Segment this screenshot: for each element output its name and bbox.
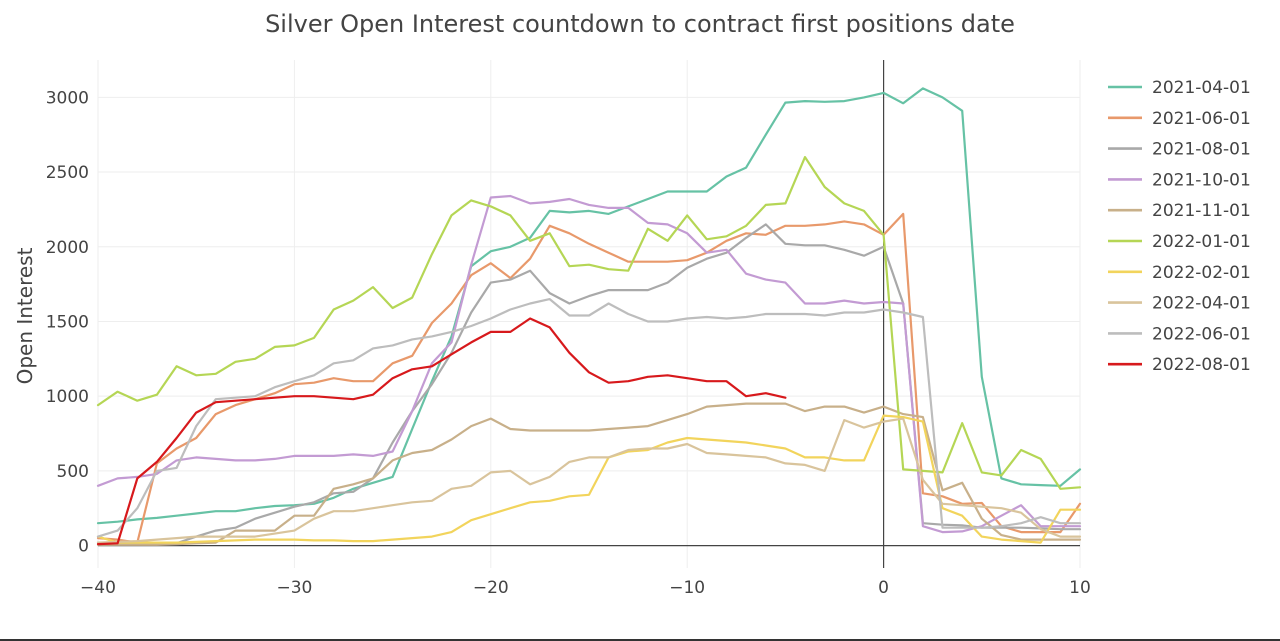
legend-label: 2022-04-01 xyxy=(1152,294,1251,314)
series-line-2022-06-01 xyxy=(96,298,1082,538)
y-axis-label: Open Interest xyxy=(13,247,37,384)
x-tick-label: 0 xyxy=(878,578,889,598)
y-tick-label: 2500 xyxy=(46,163,89,183)
legend[interactable]: 2021-04-01 2021-06-01 2021-08-01 2021-10-01… xyxy=(1108,78,1251,375)
series-line-2021-04-01 xyxy=(96,87,1082,525)
series-line-2022-02-01 xyxy=(96,414,1082,544)
series-line-2022-08-01 xyxy=(96,317,787,546)
y-tick-label: 1000 xyxy=(46,387,89,407)
y-tick-label: 2000 xyxy=(46,238,89,258)
bottom-border xyxy=(0,639,1280,641)
y-tick-label: 500 xyxy=(57,462,89,482)
legend-label: 2021-04-01 xyxy=(1152,78,1251,98)
y-tick-label: 0 xyxy=(78,537,89,557)
legend-label: 2021-10-01 xyxy=(1152,170,1251,190)
series-line-2022-01-01 xyxy=(96,156,1082,490)
legend-item-2021-06-01[interactable]: 2021-06-01 xyxy=(1108,109,1251,129)
legend-label: 2021-06-01 xyxy=(1152,109,1251,129)
legend-label: 2021-11-01 xyxy=(1152,201,1251,221)
legend-label: 2022-01-01 xyxy=(1152,232,1251,252)
series-line-2021-06-01 xyxy=(96,212,1082,544)
legend-item-2021-11-01[interactable]: 2021-11-01 xyxy=(1108,201,1251,221)
x-tick-label: −40 xyxy=(80,578,116,598)
series-line-2021-11-01 xyxy=(96,402,1082,546)
series-line-2021-08-01 xyxy=(96,223,1082,546)
legend-item-2021-04-01[interactable]: 2021-04-01 xyxy=(1108,78,1251,98)
x-tick-label: 10 xyxy=(1069,578,1091,598)
series-group xyxy=(96,87,1082,546)
axes: −40 −30 −20 −10 0 10 0 500 1000 1500 2000 2500 3000 xyxy=(46,60,1091,598)
legend-item-2022-08-01[interactable]: 2022-08-01 xyxy=(1108,355,1251,375)
legend-label: 2022-08-01 xyxy=(1152,355,1251,375)
legend-label: 2021-08-01 xyxy=(1152,140,1251,160)
series-line-2022-04-01 xyxy=(96,417,1082,544)
legend-label: 2022-06-01 xyxy=(1152,324,1251,344)
legend-item-2021-08-01[interactable]: 2021-08-01 xyxy=(1108,140,1251,160)
legend-item-2022-01-01[interactable]: 2022-01-01 xyxy=(1108,232,1251,252)
legend-item-2022-04-01[interactable]: 2022-04-01 xyxy=(1108,294,1251,314)
legend-item-2021-10-01[interactable]: 2021-10-01 xyxy=(1108,170,1251,190)
y-tick-label: 3000 xyxy=(46,88,89,108)
legend-label: 2022-02-01 xyxy=(1152,263,1251,283)
legend-item-2022-02-01[interactable]: 2022-02-01 xyxy=(1108,263,1251,283)
series-line-2021-10-01 xyxy=(96,194,1082,534)
x-tick-label: −20 xyxy=(473,578,509,598)
x-tick-label: −30 xyxy=(276,578,312,598)
legend-item-2022-06-01[interactable]: 2022-06-01 xyxy=(1108,324,1251,344)
x-tick-label: −10 xyxy=(669,578,705,598)
chart-title: Silver Open Interest countdown to contra… xyxy=(265,10,1015,38)
y-tick-label: 1500 xyxy=(46,312,89,332)
